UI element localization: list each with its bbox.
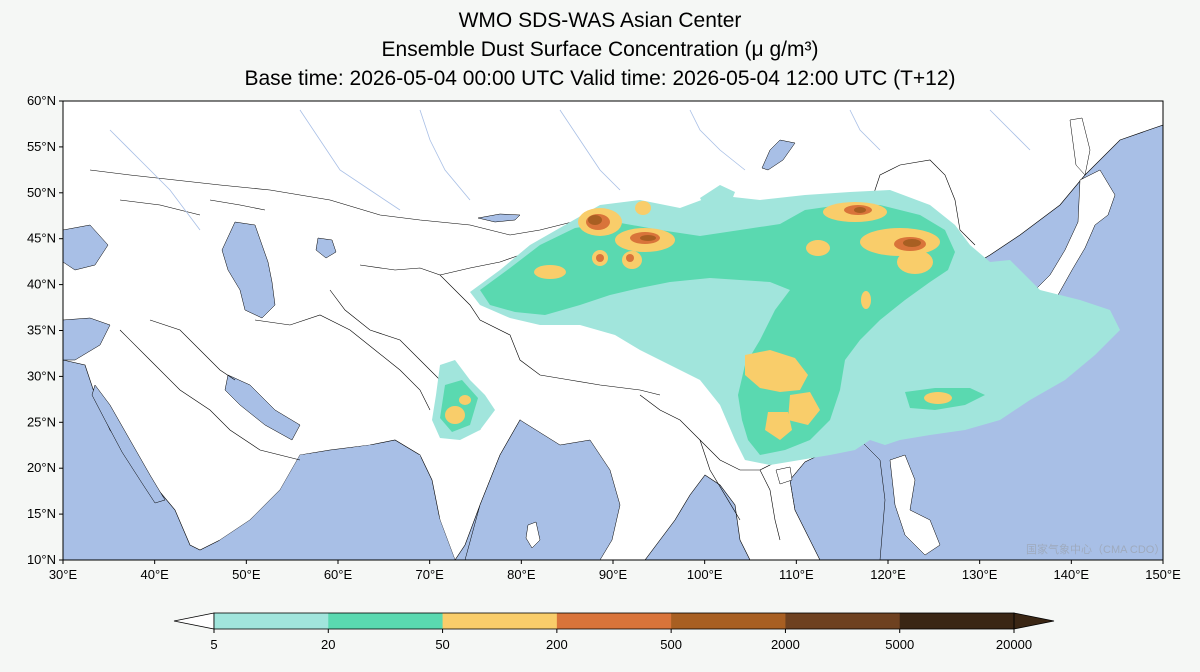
hainan	[775, 466, 793, 485]
colorbar-label: 200	[546, 637, 568, 652]
x-tick-label: 50°E	[232, 567, 261, 582]
colorbar-swatch	[671, 613, 786, 629]
black-sea	[63, 224, 109, 271]
bay-of-bengal	[464, 419, 621, 560]
dust-contours	[432, 185, 1120, 465]
x-tick-label: 140°E	[1054, 567, 1090, 582]
x-tick-label: 130°E	[962, 567, 998, 582]
dust-level-5-20-nmongolia	[700, 185, 735, 212]
colorbar-extend-high	[1013, 612, 1055, 630]
colorbar: 5 20 50 200 500 2000 5000 20000	[173, 612, 1055, 652]
watermark: 国家气象中心（CMA CDO）	[1026, 542, 1165, 556]
x-tick-label: 30°E	[49, 567, 78, 582]
colorbar-frame	[213, 612, 1015, 630]
colorbar-label: 500	[660, 637, 682, 652]
colorbar-swatch	[899, 613, 1015, 629]
x-tick-label: 100°E	[687, 567, 723, 582]
colorbar-label: 20000	[996, 637, 1032, 652]
colorbar-swatch	[214, 613, 329, 629]
x-tick-label: 60°E	[324, 567, 353, 582]
title-line-1: WMO SDS-WAS Asian Center	[458, 9, 742, 32]
lake-balkhash	[477, 213, 521, 223]
colorbar-label: 5000	[885, 637, 914, 652]
y-tick-label: 35°N	[27, 323, 56, 338]
y-tick-label: 15°N	[27, 506, 56, 521]
y-tick-label: 60°N	[27, 93, 56, 108]
title-line-2: Ensemble Dust Surface Concentration (μ g…	[381, 38, 819, 61]
dust-level-500-2000	[588, 207, 921, 247]
colorbar-swatch	[785, 613, 901, 629]
x-tick-label: 150°E	[1145, 567, 1181, 582]
y-tick-label: 10°N	[27, 552, 56, 567]
dust-level-20-50	[480, 205, 955, 455]
mediterranean	[63, 317, 111, 361]
sakhalin	[1069, 117, 1091, 176]
y-tick-label: 25°N	[27, 414, 56, 429]
x-tick-label: 110°E	[779, 567, 814, 582]
rivers	[109, 109, 1031, 231]
title-line-3: Base time: 2026-05-04 00:00 UTC Valid ti…	[244, 67, 956, 90]
philippines	[889, 454, 941, 556]
map-area: 国家气象中心（CMA CDO）	[63, 101, 1165, 560]
arabian-sea	[200, 445, 455, 560]
colorbar-extend-low	[173, 612, 215, 630]
persian-gulf	[224, 374, 301, 441]
colorbar-label: 5	[210, 637, 217, 652]
sri-lanka	[525, 521, 541, 549]
x-tick-label: 80°E	[507, 567, 536, 582]
y-tick-label: 50°N	[27, 185, 56, 200]
colorbar-label: 20	[321, 637, 335, 652]
y-tick-label: 45°N	[27, 231, 56, 246]
y-tick-label: 20°N	[27, 460, 56, 475]
red-sea	[91, 384, 166, 504]
map-titles: WMO SDS-WAS Asian Center Ensemble Dust S…	[0, 6, 1200, 93]
y-tick-label: 55°N	[27, 139, 56, 154]
x-tick-label: 70°E	[415, 567, 444, 582]
x-tick-label: 90°E	[599, 567, 628, 582]
colorbar-swatch	[556, 613, 672, 629]
y-tick-label: 40°N	[27, 277, 56, 292]
aral-sea	[315, 237, 337, 259]
axis-ticks: 30°E 40°E 50°E 60°E 70°E 80°E 90°E 100°E 110°E 12…	[27, 93, 1181, 582]
colorbar-label: 2000	[771, 637, 800, 652]
x-tick-label: 120°E	[870, 567, 906, 582]
colorbar-swatch	[328, 613, 444, 629]
colorbar-label: 50	[435, 637, 449, 652]
x-tick-label: 40°E	[140, 567, 169, 582]
y-tick-label: 30°N	[27, 368, 56, 383]
lake-baikal	[761, 139, 796, 171]
caspian-sea	[221, 221, 276, 319]
colorbar-swatch	[442, 613, 558, 629]
